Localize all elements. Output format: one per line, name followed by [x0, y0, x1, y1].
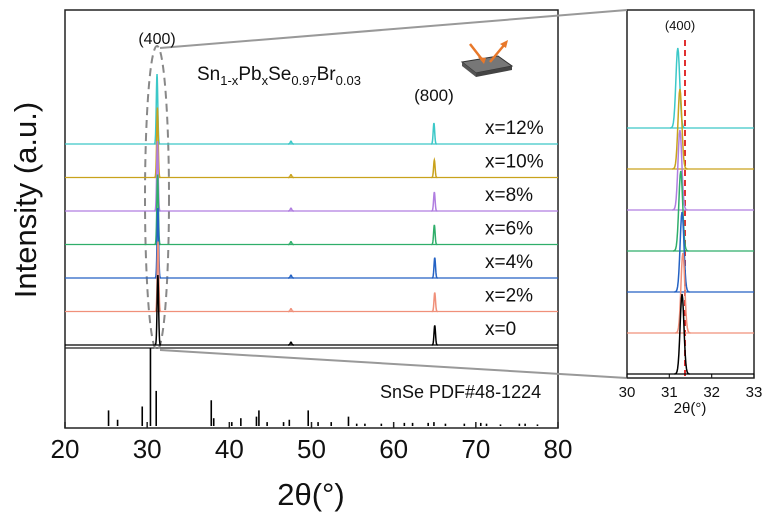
formula-sub: 0.97 — [291, 73, 316, 88]
x-tick-label: 80 — [544, 434, 573, 464]
inset-x-axis-label: 2θ(°) — [674, 400, 707, 417]
inset-peak — [674, 293, 690, 375]
formula-sub: 1-x — [220, 73, 239, 88]
sample-icon — [460, 40, 514, 77]
formula-part: Br — [317, 64, 337, 85]
x-tick-label: 40 — [215, 434, 244, 464]
inset-frame — [626, 9, 755, 379]
series-label: x=6% — [485, 219, 533, 240]
series-label: x=2% — [485, 286, 533, 307]
x-tick-label: 30 — [133, 434, 162, 464]
reference-label: SnSe PDF#48-1224 — [380, 382, 541, 402]
peak-annotation: (400) — [138, 31, 175, 48]
series-label: x=0 — [485, 319, 516, 340]
formula-sub: x — [262, 73, 269, 88]
x-axis-label: 2θ(°) — [277, 477, 345, 512]
formula-part: Pb — [238, 64, 261, 85]
peak — [154, 107, 161, 179]
highlight-ellipse — [144, 45, 170, 351]
peak — [154, 207, 162, 279]
formula-part: Sn — [197, 64, 220, 85]
x-tick-label: 20 — [51, 434, 80, 464]
inset-x-tick-label: 30 — [619, 384, 636, 401]
inset-x-tick-label: 31 — [661, 384, 678, 401]
peak — [431, 224, 438, 246]
peak — [288, 140, 294, 145]
inset-peak — [674, 211, 690, 293]
peak — [154, 174, 161, 246]
connector — [159, 349, 628, 379]
peak — [154, 274, 162, 346]
peak — [288, 341, 294, 346]
peak — [431, 292, 438, 313]
formula-sub: 0.03 — [336, 73, 361, 88]
inset-x-tick-label: 33 — [746, 384, 763, 401]
inset-annotation: (400) — [665, 18, 695, 33]
peak — [431, 325, 438, 346]
inset-peak — [675, 252, 691, 334]
peak — [431, 157, 438, 179]
series-label: x=12% — [485, 118, 544, 139]
connector — [159, 9, 628, 49]
peak — [288, 274, 294, 279]
series-label: x=10% — [485, 152, 544, 173]
x-tick-label: 50 — [297, 434, 326, 464]
peak — [154, 241, 162, 313]
x-tick-label: 70 — [461, 434, 490, 464]
peak — [431, 191, 438, 212]
series-label: x=8% — [485, 185, 533, 206]
peak — [431, 257, 438, 279]
inset-peak — [672, 88, 688, 170]
peak — [288, 307, 294, 313]
inset-peak — [670, 47, 686, 129]
x-tick-label: 60 — [379, 434, 408, 464]
inset-peak — [672, 129, 688, 211]
peak-annotation: (800) — [414, 86, 454, 105]
peak — [288, 240, 294, 246]
peak — [430, 122, 437, 145]
inset-peak — [673, 170, 689, 252]
formula-part: Se — [268, 64, 291, 85]
peak — [288, 173, 294, 179]
y-axis-label: Intensity (a.u.) — [8, 102, 43, 298]
series-label: x=4% — [485, 252, 533, 273]
peak — [154, 140, 161, 212]
peak — [288, 207, 294, 212]
inset-x-tick-label: 32 — [703, 384, 720, 401]
formula: Sn1-xPbxSe0.97Br0.03 — [197, 64, 361, 88]
